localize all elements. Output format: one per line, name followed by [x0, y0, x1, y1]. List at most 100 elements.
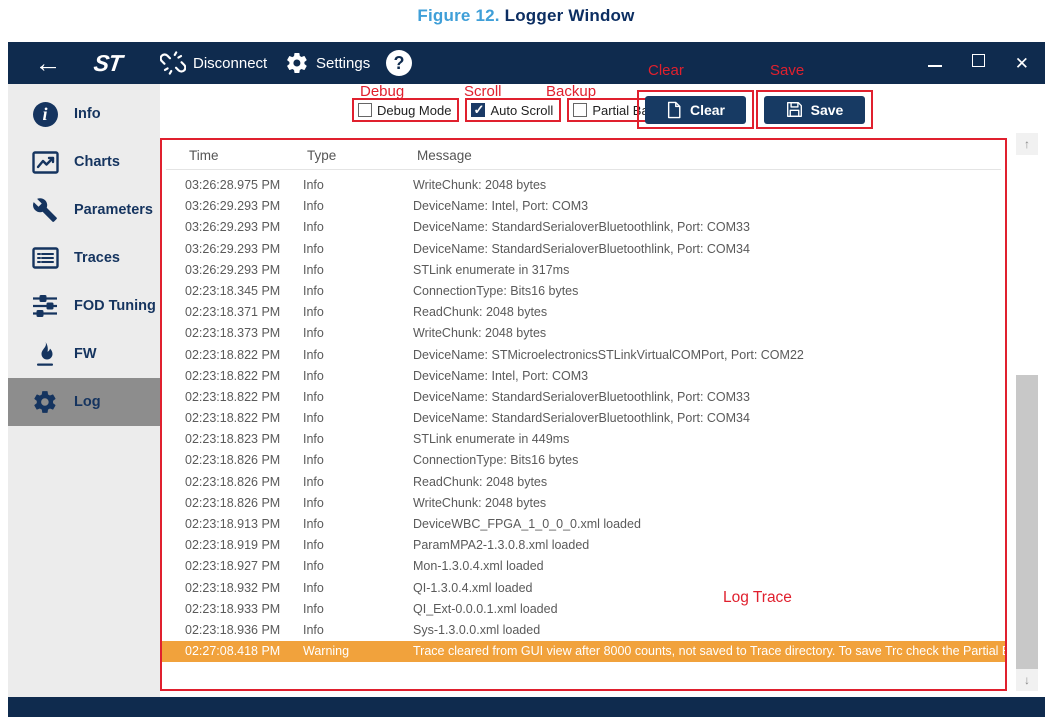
minimize-button[interactable] — [927, 54, 942, 72]
log-row[interactable]: 03:26:29.293 PM Info DeviceName: Standar… — [162, 217, 1005, 238]
log-row[interactable]: 02:23:18.345 PM Info ConnectionType: Bit… — [162, 281, 1005, 302]
log-type: Info — [303, 432, 324, 447]
log-time: 02:23:18.373 PM — [185, 326, 281, 341]
sidebar-item-traces[interactable]: Traces — [8, 234, 160, 282]
checkbox-icon — [573, 103, 588, 117]
log-message: DeviceName: Intel, Port: COM3 — [413, 199, 589, 214]
log-time: 02:23:18.936 PM — [185, 622, 281, 637]
log-type: Info — [303, 241, 324, 256]
scrollbar-thumb[interactable] — [1016, 375, 1038, 673]
log-row[interactable]: 02:23:18.826 PM Info WriteChunk: 2048 by… — [162, 493, 1005, 514]
log-time: 02:23:18.822 PM — [185, 389, 281, 404]
sliders-icon — [30, 294, 60, 318]
log-row[interactable]: 02:23:18.371 PM Info ReadChunk: 2048 byt… — [162, 302, 1005, 323]
save-button-annotation-box: Save — [756, 90, 873, 129]
log-panel: Time Type Message 03:26:28.975 PM Info W… — [160, 138, 1007, 691]
sidebar-item-fw[interactable]: FW — [8, 330, 160, 378]
log-message: Mon-1.3.0.4.xml loaded — [413, 559, 544, 574]
log-type: Info — [303, 411, 324, 426]
sidebar-item-label: Traces — [74, 250, 120, 266]
log-time: 02:23:18.933 PM — [185, 601, 281, 616]
annotation-save: Save — [770, 62, 805, 79]
log-row[interactable]: 02:23:18.927 PM Info Mon-1.3.0.4.xml loa… — [162, 556, 1005, 577]
log-time: 02:23:18.919 PM — [185, 538, 281, 553]
column-header-message: Message — [417, 148, 472, 163]
log-message: DeviceName: StandardSerialoverBluetoothl… — [413, 411, 750, 426]
figure-caption: Figure 12. Logger Window — [0, 6, 1052, 26]
clear-button-annotation-box: Clear — [637, 90, 754, 129]
scroll-down-button[interactable]: ↓ — [1016, 669, 1038, 691]
log-time: 02:23:18.826 PM — [185, 474, 281, 489]
arrow-down-icon: ↓ — [1024, 673, 1030, 687]
back-button[interactable]: ← — [30, 46, 66, 80]
log-message: STLink enumerate in 317ms — [413, 262, 570, 277]
log-message: QI-1.3.0.4.xml loaded — [413, 580, 533, 595]
save-button-label: Save — [810, 101, 844, 118]
log-row[interactable]: 03:26:29.293 PM Info DeviceName: Intel, … — [162, 196, 1005, 217]
maximize-button[interactable] — [971, 54, 985, 72]
question-mark-icon: ? — [393, 53, 405, 73]
log-row[interactable]: 02:23:18.373 PM Info WriteChunk: 2048 by… — [162, 323, 1005, 344]
arrow-up-icon: ↑ — [1024, 137, 1030, 151]
checkbox-option[interactable]: Debug Mode — [352, 98, 460, 122]
log-message: WriteChunk: 2048 bytes — [413, 178, 547, 192]
maximize-icon — [971, 54, 985, 67]
log-time: 02:23:18.826 PM — [185, 453, 281, 468]
log-type: Info — [303, 220, 324, 235]
checkbox-option[interactable]: Auto Scroll — [465, 98, 562, 122]
log-type: Info — [303, 178, 324, 192]
log-row[interactable]: 02:23:18.823 PM Info STLink enumerate in… — [162, 429, 1005, 450]
log-row[interactable]: 02:23:18.826 PM Info ReadChunk: 2048 byt… — [162, 472, 1005, 493]
sidebar-item-log[interactable]: Log — [8, 378, 160, 426]
log-type: Info — [303, 517, 324, 531]
sidebar-item-charts[interactable]: Charts — [8, 138, 160, 186]
column-header-time: Time — [189, 148, 219, 163]
chart-icon — [30, 150, 60, 174]
log-time: 03:26:29.293 PM — [185, 241, 281, 256]
log-message: ConnectionType: Bits16 bytes — [413, 453, 579, 468]
log-type: Info — [303, 622, 324, 637]
close-button[interactable]: ✕ — [1015, 55, 1029, 72]
log-row[interactable]: 02:23:18.822 PM Info DeviceName: Standar… — [162, 387, 1005, 408]
log-row[interactable]: 02:27:08.418 PM Warning Trace cleared fr… — [162, 641, 1005, 663]
settings-button[interactable]: Settings — [285, 50, 370, 76]
log-row[interactable]: 03:26:29.293 PM Info DeviceName: Standar… — [162, 239, 1005, 260]
log-type: Info — [303, 474, 324, 489]
disconnect-button[interactable]: Disconnect — [160, 50, 267, 76]
close-icon: ✕ — [1014, 53, 1029, 73]
log-type: Info — [303, 262, 324, 277]
help-button[interactable]: ? — [386, 50, 412, 76]
log-time: 03:26:29.293 PM — [185, 220, 281, 235]
log-row[interactable]: 03:26:28.975 PM Info WriteChunk: 2048 by… — [162, 175, 1005, 196]
clear-button[interactable]: Clear — [645, 95, 746, 124]
log-time: 02:23:18.822 PM — [185, 368, 281, 383]
log-row[interactable]: 02:23:18.913 PM Info DeviceWBC_FPGA_1_0_… — [162, 514, 1005, 535]
scroll-up-button[interactable]: ↑ — [1016, 133, 1038, 155]
log-row[interactable]: 02:23:18.936 PM Info Sys-1.3.0.0.xml loa… — [162, 620, 1005, 641]
log-row[interactable]: 02:23:18.822 PM Info DeviceName: Intel, … — [162, 366, 1005, 387]
sidebar-item-info[interactable]: i Info — [8, 90, 160, 138]
log-time: 03:26:29.293 PM — [185, 199, 281, 214]
annotation-scroll: Scroll — [464, 83, 502, 100]
log-row[interactable]: 03:26:29.293 PM Info STLink enumerate in… — [162, 260, 1005, 281]
log-time: 02:23:18.932 PM — [185, 580, 281, 595]
log-time: 02:23:18.823 PM — [185, 432, 281, 447]
logger-window: ← ST Disconnect — [8, 42, 1045, 717]
log-row[interactable]: 02:23:18.919 PM Info ParamMPA2-1.3.0.8.x… — [162, 535, 1005, 556]
log-row[interactable]: 02:23:18.932 PM Info QI-1.3.0.4.xml load… — [162, 578, 1005, 599]
sidebar-item-label: FW — [74, 346, 97, 362]
log-row[interactable]: 02:23:18.933 PM Info QI_Ext-0.0.0.1.xml … — [162, 599, 1005, 620]
log-row[interactable]: 02:23:18.822 PM Info DeviceName: STMicro… — [162, 345, 1005, 366]
log-row[interactable]: 02:23:18.822 PM Info DeviceName: Standar… — [162, 408, 1005, 429]
sidebar: i Info Charts Pa — [8, 84, 160, 697]
log-time: 02:23:18.822 PM — [185, 411, 281, 426]
broken-link-icon — [160, 50, 186, 76]
sidebar-item-fod-tuning[interactable]: FOD Tuning — [8, 282, 160, 330]
sidebar-item-parameters[interactable]: Parameters — [8, 186, 160, 234]
log-time: 03:26:29.293 PM — [185, 262, 281, 277]
log-row[interactable]: 02:23:18.826 PM Info ConnectionType: Bit… — [162, 450, 1005, 471]
log-type: Info — [303, 580, 324, 595]
save-button[interactable]: Save — [764, 95, 865, 124]
log-type: Warning — [303, 644, 350, 659]
